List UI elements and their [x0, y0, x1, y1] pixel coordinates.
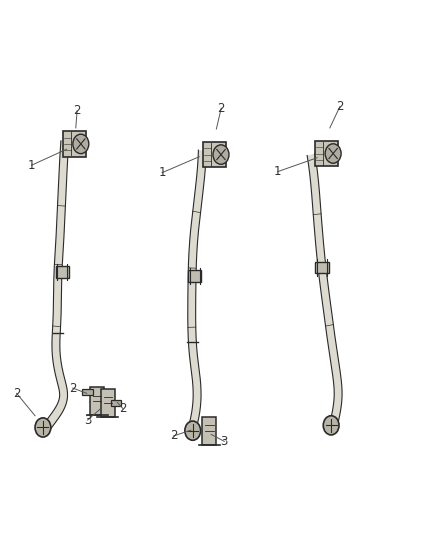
Text: 2: 2	[217, 102, 225, 115]
Text: 2: 2	[336, 100, 344, 113]
Text: 2: 2	[69, 382, 77, 394]
Text: 1: 1	[158, 166, 166, 179]
Circle shape	[35, 418, 51, 437]
FancyBboxPatch shape	[101, 389, 115, 417]
Text: 1: 1	[28, 159, 35, 172]
Text: 2: 2	[119, 402, 127, 415]
Circle shape	[325, 144, 341, 163]
FancyBboxPatch shape	[202, 417, 216, 445]
Bar	[111, 400, 121, 406]
Bar	[56, 266, 69, 278]
FancyBboxPatch shape	[203, 142, 226, 167]
FancyBboxPatch shape	[90, 387, 104, 415]
Polygon shape	[307, 154, 342, 425]
Circle shape	[185, 421, 201, 440]
FancyBboxPatch shape	[63, 131, 86, 157]
Text: 3: 3	[221, 435, 228, 448]
Bar	[188, 270, 201, 282]
Bar	[315, 262, 328, 273]
Circle shape	[213, 145, 229, 164]
Polygon shape	[44, 141, 69, 430]
Text: 2: 2	[13, 387, 21, 400]
Text: 3: 3	[84, 414, 91, 426]
Circle shape	[73, 134, 89, 154]
Polygon shape	[188, 150, 206, 431]
Text: 2: 2	[73, 104, 81, 117]
Text: 1: 1	[274, 165, 282, 178]
Bar	[82, 389, 93, 395]
FancyBboxPatch shape	[315, 141, 338, 166]
Circle shape	[323, 416, 339, 435]
Text: 2: 2	[170, 430, 177, 442]
